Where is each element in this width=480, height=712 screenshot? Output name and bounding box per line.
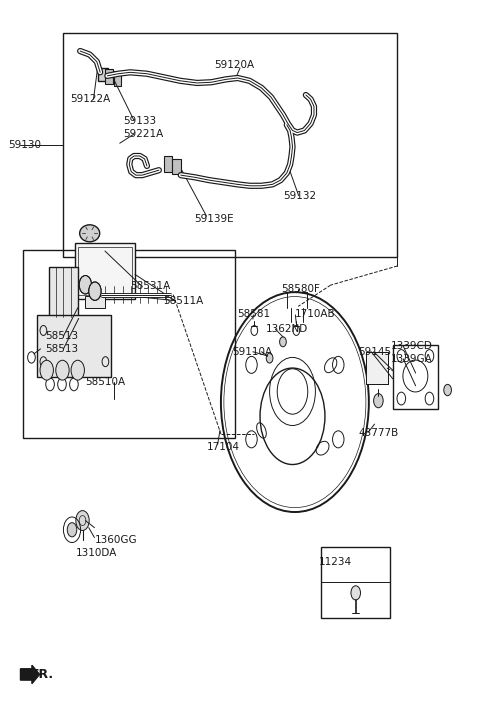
Bar [23,250,235,438]
Text: 59133: 59133 [123,115,156,125]
Bar [85,296,105,308]
Text: 1710AB: 1710AB [294,309,335,319]
Text: 17104: 17104 [206,442,240,453]
Text: 1310DA: 1310DA [75,548,117,558]
Circle shape [40,360,53,380]
Circle shape [56,360,69,380]
Circle shape [266,353,273,363]
Circle shape [89,282,101,300]
Text: 59221A: 59221A [123,129,163,139]
Text: 59132: 59132 [283,191,316,201]
Bar [366,352,388,384]
Circle shape [373,394,383,408]
Text: 1339GA: 1339GA [390,354,432,364]
Text: 1360GG: 1360GG [95,535,137,545]
Bar [75,243,135,299]
Circle shape [76,511,89,530]
Text: FR.: FR. [31,668,54,681]
Bar [106,69,113,84]
Text: 58510A: 58510A [85,377,125,387]
Circle shape [351,586,360,600]
Text: 59122A: 59122A [71,94,111,104]
FancyArrow shape [21,665,39,684]
Text: 11234: 11234 [318,557,351,567]
Bar [37,315,111,377]
Circle shape [79,276,92,294]
Text: 1362ND: 1362ND [266,324,309,334]
Text: 58581: 58581 [238,309,271,319]
Bar [78,247,132,295]
Circle shape [280,337,286,347]
Bar [172,159,181,174]
Text: 58531A: 58531A [130,281,170,291]
Text: 58580F: 58580F [281,283,320,293]
Text: 58513: 58513 [45,344,78,354]
Circle shape [67,523,77,537]
Bar [321,548,390,619]
Bar [49,267,78,317]
Text: 1339CD: 1339CD [390,341,432,351]
Ellipse shape [80,225,100,242]
Text: 59120A: 59120A [214,61,254,70]
Text: 59110A: 59110A [232,347,272,357]
Bar [63,33,397,257]
Text: 59139E: 59139E [195,214,234,224]
Bar [366,352,388,384]
Bar [164,156,172,172]
Bar [393,345,438,409]
Circle shape [444,384,451,396]
Text: 59130: 59130 [9,140,42,150]
Text: 58513: 58513 [45,331,78,341]
Bar [98,68,108,81]
Text: 43777B: 43777B [359,428,398,438]
Text: 59145: 59145 [359,347,392,357]
Text: 58511A: 58511A [164,295,204,305]
Bar [114,71,120,86]
Circle shape [71,360,84,380]
